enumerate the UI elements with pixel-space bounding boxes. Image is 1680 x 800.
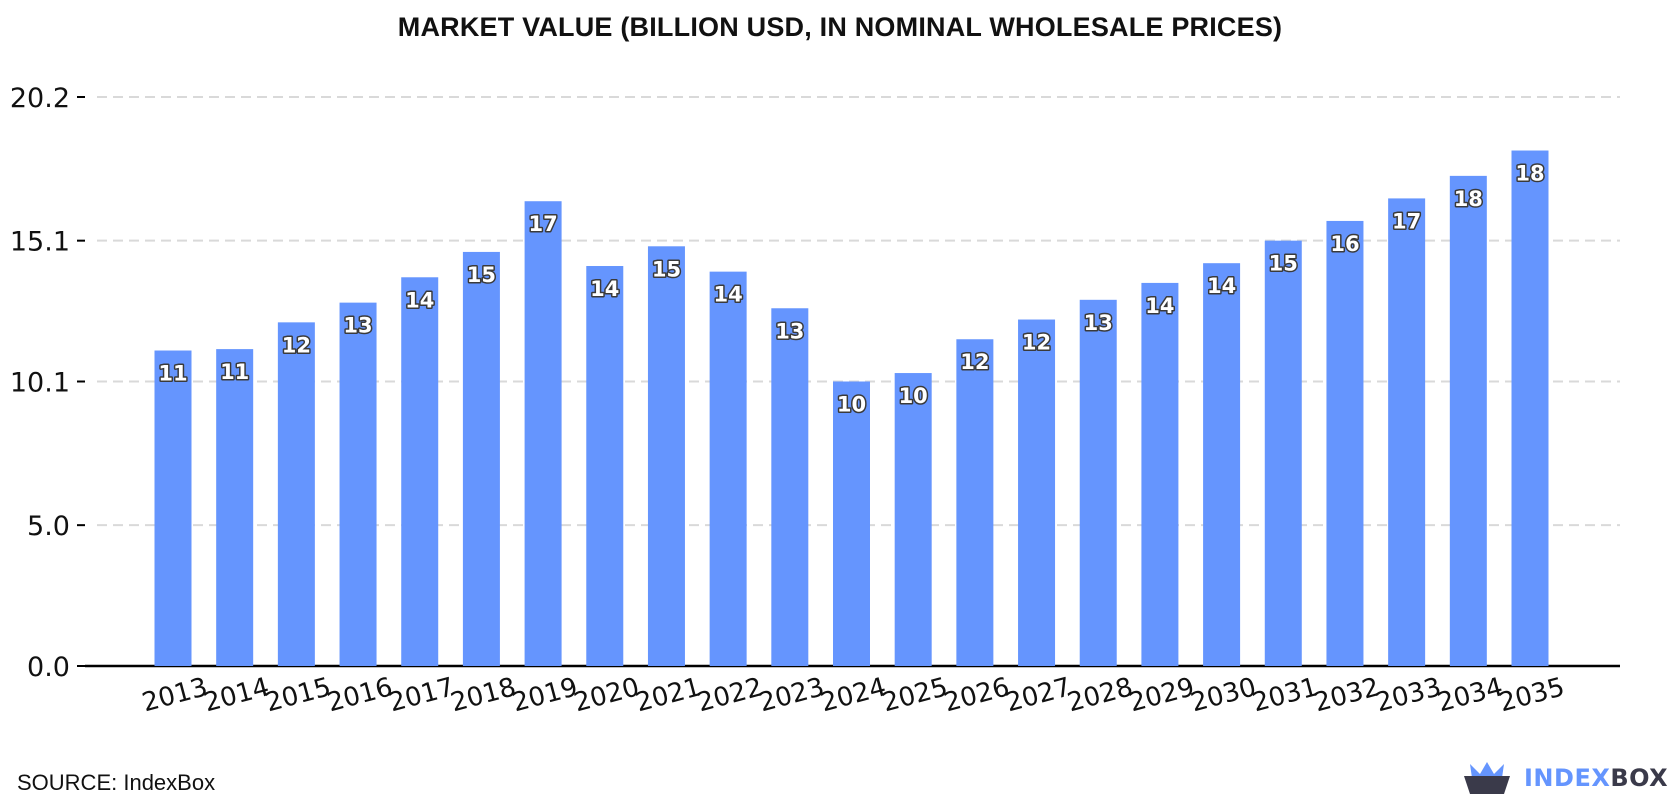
x-tick-label: 2031 — [1249, 672, 1321, 718]
source-note: SOURCE: IndexBox — [17, 770, 216, 795]
x-tick-label: 2014 — [201, 672, 273, 718]
bar — [401, 277, 439, 666]
bar — [1326, 220, 1364, 666]
x-tick-label: 2029 — [1126, 672, 1198, 718]
x-tick-label: 2025 — [879, 672, 951, 718]
x-tick-label: 2017 — [386, 672, 458, 718]
bar — [154, 350, 192, 666]
bar — [1264, 240, 1302, 666]
y-tick-label: 0.0 — [27, 652, 70, 683]
x-tick-label: 2013 — [139, 672, 211, 718]
x-tick-label: 2022 — [694, 672, 766, 718]
data-label: 14 — [1145, 294, 1174, 318]
data-label: 15 — [467, 263, 496, 287]
x-tick-label: 2026 — [941, 672, 1013, 718]
bar — [894, 373, 932, 666]
x-tick-label: 2018 — [447, 672, 519, 718]
x-tick-label: 2021 — [633, 672, 705, 718]
data-label: 13 — [343, 314, 372, 338]
chart-title: MARKET VALUE (BILLION USD, IN NOMINAL WH… — [397, 12, 1283, 42]
data-label: 14 — [590, 277, 619, 301]
data-label: 16 — [1330, 232, 1359, 256]
data-label: 17 — [1392, 209, 1421, 233]
data-label: 12 — [960, 350, 989, 374]
data-label: 14 — [1207, 274, 1236, 298]
crown-basket-icon — [1464, 762, 1510, 794]
data-label: 11 — [158, 362, 187, 386]
x-tick-label: 2020 — [571, 672, 643, 718]
bar — [1203, 263, 1241, 666]
bar — [833, 381, 870, 666]
data-label: 12 — [282, 333, 311, 357]
bar — [524, 201, 562, 666]
logo-text-box: BOX — [1610, 764, 1669, 792]
logo-text-index: INDEX — [1524, 764, 1611, 792]
data-label: 15 — [652, 257, 681, 281]
data-label: 18 — [1454, 187, 1483, 211]
bar — [1449, 175, 1487, 667]
data-label: 14 — [714, 283, 743, 307]
x-tick-label: 2030 — [1188, 672, 1260, 718]
bar — [462, 251, 500, 667]
x-tick-label: 2028 — [1064, 672, 1136, 718]
bar — [1511, 150, 1549, 667]
x-tick-label: 2016 — [324, 672, 396, 718]
data-label: 15 — [1269, 252, 1298, 276]
data-label: 13 — [1084, 311, 1113, 335]
data-label: 10 — [899, 384, 928, 408]
x-tick-label: 2015 — [262, 672, 334, 718]
indexbox-logo: INDEXBOX — [1462, 758, 1668, 798]
data-label: 13 — [775, 319, 804, 343]
x-tick-label: 2023 — [756, 672, 828, 718]
bar — [1018, 319, 1056, 666]
data-label: 14 — [405, 288, 434, 312]
bar — [1079, 299, 1117, 666]
bar — [339, 302, 377, 666]
y-tick-label: 5.0 — [27, 511, 70, 542]
bar — [647, 246, 685, 666]
logo-text: INDEXBOX — [1524, 764, 1668, 792]
bar — [709, 271, 747, 666]
x-tick-label: 2032 — [1311, 672, 1383, 718]
x-tick-label: 2035 — [1496, 672, 1568, 718]
x-tick-label: 2034 — [1434, 672, 1506, 718]
data-label: 11 — [220, 360, 249, 384]
x-tick-label: 2024 — [818, 672, 890, 718]
bar — [277, 322, 315, 666]
x-tick-label: 2027 — [1003, 672, 1075, 718]
x-tick-label: 2033 — [1373, 672, 1445, 718]
bar — [1141, 282, 1179, 666]
bar-chart: 0.0 5.0 10.1 15.1 20.2 11 2013 11 2014 12 2015 13 20… — [10, 83, 1620, 718]
bar — [586, 266, 624, 666]
bar — [1388, 198, 1426, 666]
data-label: 18 — [1515, 162, 1544, 186]
x-tick-label: 2019 — [509, 672, 581, 718]
bar — [956, 339, 994, 666]
y-tick-label: 20.2 — [10, 83, 70, 114]
data-label: 17 — [528, 212, 557, 236]
data-label: 12 — [1022, 331, 1051, 355]
data-label: 10 — [837, 393, 866, 417]
bar — [216, 349, 254, 666]
y-tick-label: 10.1 — [10, 368, 70, 399]
y-tick-label: 15.1 — [10, 227, 70, 258]
bar — [771, 308, 809, 666]
